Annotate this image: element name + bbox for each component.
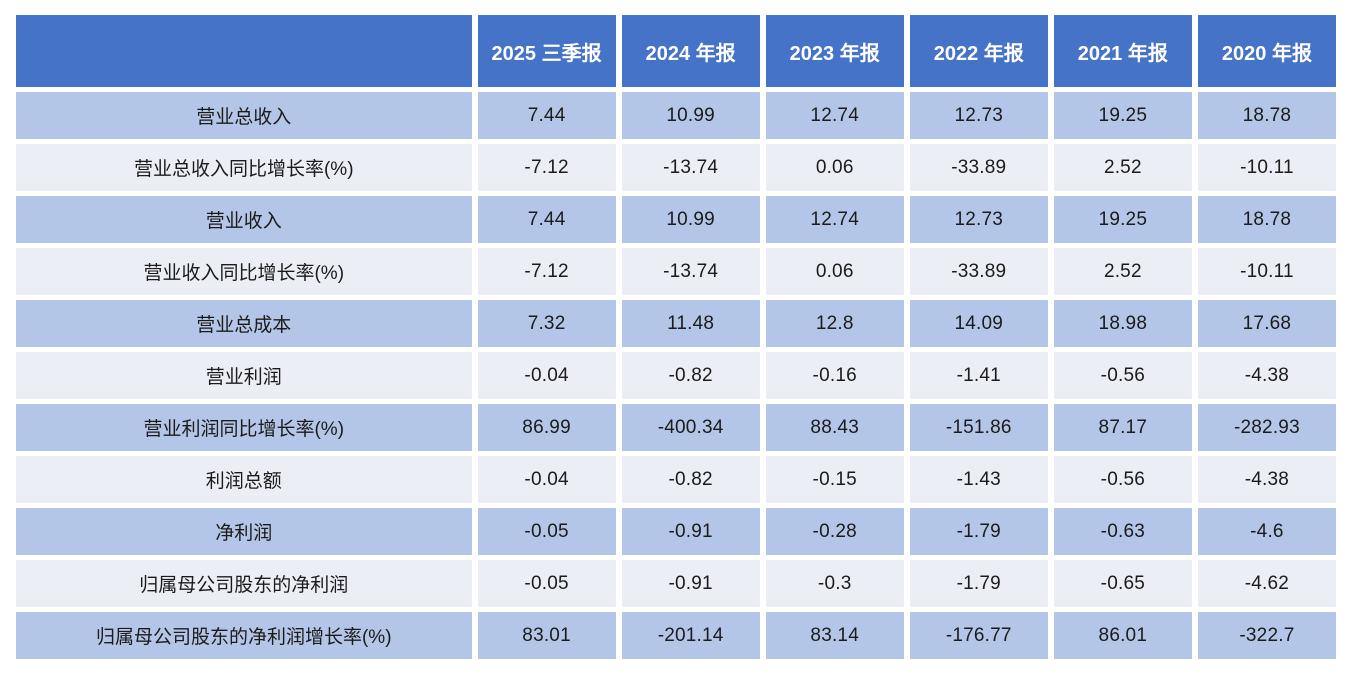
value-cell: 0.06: [765, 144, 904, 191]
value-cell: 17.68: [1197, 300, 1336, 347]
column-header-2023: 2023 年报: [765, 15, 904, 87]
value-cell: -322.7: [1197, 612, 1336, 659]
value-cell: -0.28: [765, 508, 904, 555]
table-row-net-profit: 净利润 -0.05 -0.91 -0.28 -1.79 -0.63 -4.6: [16, 508, 1336, 555]
value-cell: -1.43: [909, 456, 1048, 503]
value-cell: -10.11: [1197, 248, 1336, 295]
value-cell: -0.16: [765, 352, 904, 399]
table-row-total-revenue: 营业总收入 7.44 10.99 12.74 12.73 19.25 18.78: [16, 92, 1336, 139]
value-cell: 19.25: [1053, 92, 1192, 139]
value-cell: 2.52: [1053, 248, 1192, 295]
value-cell: -201.14: [621, 612, 760, 659]
value-cell: 12.73: [909, 196, 1048, 243]
table-row-revenue-growth: 营业收入同比增长率(%) -7.12 -13.74 0.06 -33.89 2.…: [16, 248, 1336, 295]
value-cell: 19.25: [1053, 196, 1192, 243]
row-label: 营业总成本: [16, 300, 472, 347]
value-cell: -4.6: [1197, 508, 1336, 555]
value-cell: 10.99: [621, 92, 760, 139]
value-cell: -282.93: [1197, 404, 1336, 451]
value-cell: -0.56: [1053, 456, 1192, 503]
value-cell: 12.74: [765, 196, 904, 243]
value-cell: -0.91: [621, 560, 760, 607]
column-header-2021: 2021 年报: [1053, 15, 1192, 87]
value-cell: 14.09: [909, 300, 1048, 347]
row-label: 营业收入: [16, 196, 472, 243]
value-cell: -0.3: [765, 560, 904, 607]
value-cell: 11.48: [621, 300, 760, 347]
value-cell: -0.91: [621, 508, 760, 555]
table-row-net-profit-attributable: 归属母公司股东的净利润 -0.05 -0.91 -0.3 -1.79 -0.65…: [16, 560, 1336, 607]
header-row: 2025 三季报 2024 年报 2023 年报 2022 年报 2021 年报…: [16, 15, 1336, 87]
value-cell: 83.01: [477, 612, 616, 659]
value-cell: -1.41: [909, 352, 1048, 399]
value-cell: 0.06: [765, 248, 904, 295]
value-cell: -33.89: [909, 248, 1048, 295]
table-row-net-profit-attributable-growth: 归属母公司股东的净利润增长率(%) 83.01 -201.14 83.14 -1…: [16, 612, 1336, 659]
row-label: 归属母公司股东的净利润增长率(%): [16, 612, 472, 659]
value-cell: 86.01: [1053, 612, 1192, 659]
table-row-operating-profit: 营业利润 -0.04 -0.82 -0.16 -1.41 -0.56 -4.38: [16, 352, 1336, 399]
financial-table: 2025 三季报 2024 年报 2023 年报 2022 年报 2021 年报…: [10, 10, 1342, 664]
value-cell: 12.73: [909, 92, 1048, 139]
value-cell: 83.14: [765, 612, 904, 659]
value-cell: 86.99: [477, 404, 616, 451]
value-cell: -7.12: [477, 144, 616, 191]
table-row-total-revenue-growth: 营业总收入同比增长率(%) -7.12 -13.74 0.06 -33.89 2…: [16, 144, 1336, 191]
value-cell: 7.44: [477, 196, 616, 243]
row-label: 利润总额: [16, 456, 472, 503]
value-cell: 7.32: [477, 300, 616, 347]
value-cell: -176.77: [909, 612, 1048, 659]
value-cell: -0.15: [765, 456, 904, 503]
value-cell: -4.62: [1197, 560, 1336, 607]
value-cell: -0.04: [477, 352, 616, 399]
value-cell: -0.82: [621, 456, 760, 503]
value-cell: -0.04: [477, 456, 616, 503]
row-label: 营业总收入同比增长率(%): [16, 144, 472, 191]
value-cell: -400.34: [621, 404, 760, 451]
row-label: 营业收入同比增长率(%): [16, 248, 472, 295]
value-cell: 12.8: [765, 300, 904, 347]
value-cell: 10.99: [621, 196, 760, 243]
column-header-2025q3: 2025 三季报: [477, 15, 616, 87]
value-cell: -0.05: [477, 560, 616, 607]
value-cell: -4.38: [1197, 352, 1336, 399]
value-cell: -0.82: [621, 352, 760, 399]
row-label: 归属母公司股东的净利润: [16, 560, 472, 607]
row-label: 营业利润同比增长率(%): [16, 404, 472, 451]
value-cell: -13.74: [621, 248, 760, 295]
value-cell: -7.12: [477, 248, 616, 295]
row-label: 营业总收入: [16, 92, 472, 139]
value-cell: 2.52: [1053, 144, 1192, 191]
column-header-blank: [16, 15, 472, 87]
column-header-2024: 2024 年报: [621, 15, 760, 87]
value-cell: -13.74: [621, 144, 760, 191]
value-cell: -151.86: [909, 404, 1048, 451]
value-cell: -0.05: [477, 508, 616, 555]
table-row-total-cost: 营业总成本 7.32 11.48 12.8 14.09 18.98 17.68: [16, 300, 1336, 347]
table-row-total-profit: 利润总额 -0.04 -0.82 -0.15 -1.43 -0.56 -4.38: [16, 456, 1336, 503]
value-cell: -0.56: [1053, 352, 1192, 399]
value-cell: 18.98: [1053, 300, 1192, 347]
value-cell: 7.44: [477, 92, 616, 139]
value-cell: 18.78: [1197, 196, 1336, 243]
value-cell: -1.79: [909, 508, 1048, 555]
table-row-revenue: 营业收入 7.44 10.99 12.74 12.73 19.25 18.78: [16, 196, 1336, 243]
column-header-2020: 2020 年报: [1197, 15, 1336, 87]
value-cell: -1.79: [909, 560, 1048, 607]
value-cell: -0.63: [1053, 508, 1192, 555]
value-cell: -10.11: [1197, 144, 1336, 191]
value-cell: -33.89: [909, 144, 1048, 191]
value-cell: -0.65: [1053, 560, 1192, 607]
column-header-2022: 2022 年报: [909, 15, 1048, 87]
table-row-operating-profit-growth: 营业利润同比增长率(%) 86.99 -400.34 88.43 -151.86…: [16, 404, 1336, 451]
value-cell: 12.74: [765, 92, 904, 139]
row-label: 净利润: [16, 508, 472, 555]
value-cell: 18.78: [1197, 92, 1336, 139]
value-cell: -4.38: [1197, 456, 1336, 503]
row-label: 营业利润: [16, 352, 472, 399]
value-cell: 88.43: [765, 404, 904, 451]
value-cell: 87.17: [1053, 404, 1192, 451]
